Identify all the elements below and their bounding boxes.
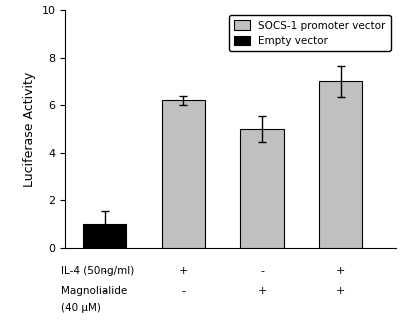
Y-axis label: Luciferase Activity: Luciferase Activity — [23, 71, 36, 187]
Bar — [240, 129, 284, 248]
Text: -: - — [181, 286, 185, 296]
Text: -: - — [103, 286, 106, 296]
Text: +: + — [336, 266, 345, 276]
Legend: SOCS-1 promoter vector, Empty vector: SOCS-1 promoter vector, Empty vector — [229, 15, 390, 51]
Text: +: + — [336, 286, 345, 296]
Bar — [319, 81, 362, 248]
Text: -: - — [260, 266, 264, 276]
Bar — [162, 100, 205, 248]
Text: +: + — [257, 286, 267, 296]
Text: Magnolialide: Magnolialide — [61, 286, 127, 296]
Text: -: - — [103, 266, 106, 276]
Text: +: + — [179, 266, 188, 276]
Text: (40 μM): (40 μM) — [61, 303, 101, 313]
Bar — [83, 224, 126, 248]
Text: IL-4 (50ng/ml): IL-4 (50ng/ml) — [61, 266, 135, 276]
